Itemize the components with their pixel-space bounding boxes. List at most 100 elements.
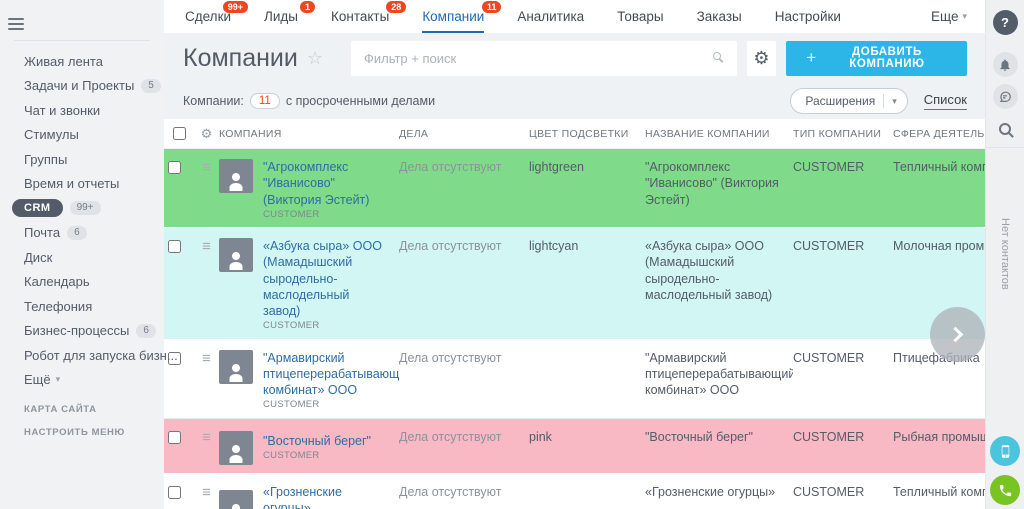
settings-gear-button[interactable]: ⚙ bbox=[746, 40, 777, 76]
activity-text: Дела отсутствуют bbox=[399, 429, 502, 444]
notifications-button[interactable] bbox=[992, 52, 1018, 77]
select-all-checkbox[interactable] bbox=[172, 127, 186, 140]
row-checkbox[interactable] bbox=[167, 351, 181, 365]
sidebar-item-business-processes[interactable]: Бизнес-процессы 6 bbox=[24, 319, 164, 344]
table-header: ⚙ КОМПАНИЯ ДЕЛА ЦВЕТ ПОДСВЕТКИ НАЗВАНИЕ … bbox=[164, 119, 985, 149]
search-icon[interactable] bbox=[712, 51, 721, 60]
person-icon bbox=[229, 363, 243, 382]
table-row[interactable]: ≡ "Восточный берег" CUSTOMER Дела отсутст… bbox=[164, 418, 985, 474]
call-button[interactable] bbox=[990, 475, 1020, 505]
drag-handle-icon[interactable]: ≡ bbox=[202, 349, 211, 367]
highlight-color-cell bbox=[529, 340, 645, 418]
row-checkbox[interactable] bbox=[167, 161, 181, 174]
company-type-label: CUSTOMER bbox=[263, 399, 320, 411]
row-checkbox[interactable] bbox=[167, 240, 181, 254]
person-icon bbox=[229, 252, 243, 271]
counter-label: Компании: bbox=[183, 94, 244, 108]
sidebar-item-chat-calls[interactable]: Чат и звонки bbox=[24, 102, 101, 118]
list-subheader: Компании: 11 с просроченными делами Расш… bbox=[164, 83, 985, 119]
right-toolbar: ? Нет контактов bbox=[985, 0, 1024, 509]
table-row[interactable]: ≡ "Агрокомплекс "Иванисово" (Виктория Эс… bbox=[164, 149, 985, 229]
menu-toggle-icon[interactable] bbox=[0, 0, 30, 30]
column-header-company-type[interactable]: ТИП КОМПАНИИ bbox=[793, 127, 882, 140]
table-row[interactable]: ≡ «Азбука сыра» ООО (Мамадышский сыродел… bbox=[164, 228, 985, 340]
sidebar-item-tasks[interactable]: Задачи и Проекты 5 bbox=[24, 74, 164, 99]
column-header-company[interactable]: КОМПАНИЯ bbox=[219, 127, 282, 140]
drag-handle-icon[interactable]: ≡ bbox=[202, 238, 211, 256]
row-checkbox[interactable] bbox=[167, 485, 181, 499]
divider bbox=[883, 94, 885, 108]
company-type-cell: CUSTOMER bbox=[793, 429, 865, 444]
configure-menu-link[interactable]: НАСТРОИТЬ МЕНЮ bbox=[24, 427, 125, 438]
tab-companies[interactable]: Компании 11 bbox=[422, 0, 502, 33]
plus-icon: + bbox=[806, 48, 817, 67]
messenger-button[interactable] bbox=[992, 84, 1018, 109]
counter-badge: 6 bbox=[67, 225, 87, 240]
sidebar-item-calendar[interactable]: Календарь bbox=[24, 274, 90, 290]
tab-deals[interactable]: Сделки 99+ bbox=[185, 0, 249, 33]
global-search-icon[interactable] bbox=[999, 123, 1011, 135]
column-header-activities[interactable]: ДЕЛА bbox=[399, 127, 429, 140]
sidebar-item-more[interactable]: Ещё ▾ bbox=[24, 372, 61, 388]
chevron-down-icon: ▾ bbox=[962, 11, 967, 21]
tab-more[interactable]: Еще ▾ bbox=[931, 9, 967, 24]
sidebar-item-groups[interactable]: Группы bbox=[24, 151, 68, 167]
highlight-color-cell bbox=[529, 474, 645, 509]
mobile-app-button[interactable] bbox=[990, 436, 1020, 466]
extensions-button[interactable]: Расширения ▾ bbox=[790, 88, 908, 114]
question-icon: ? bbox=[1001, 15, 1009, 30]
company-link[interactable]: "Армавирский птицеперерабатывающий комби… bbox=[263, 350, 399, 398]
counter-badge: 28 bbox=[386, 1, 407, 13]
columns-gear-icon[interactable]: ⚙ bbox=[200, 125, 213, 141]
tab-analytics[interactable]: Аналитика bbox=[517, 9, 585, 24]
chevron-down-icon: ▾ bbox=[892, 95, 897, 106]
company-avatar bbox=[219, 159, 253, 193]
company-avatar bbox=[219, 489, 253, 509]
table-row[interactable]: ≡ «Грозненские огурцы» CUSTOMER Дела отсу… bbox=[164, 474, 985, 509]
industry-cell: Молочная промышленность bbox=[893, 239, 985, 254]
tab-settings[interactable]: Настройки bbox=[774, 9, 841, 24]
table-row[interactable]: ≡ "Армавирский птицеперерабатывающий ком… bbox=[164, 340, 985, 419]
tab-products[interactable]: Товары bbox=[617, 9, 664, 24]
bell-icon bbox=[1000, 58, 1010, 71]
scroll-right-button[interactable] bbox=[930, 307, 985, 362]
tab-orders[interactable]: Заказы bbox=[696, 9, 742, 24]
sitemap-link[interactable]: КАРТА САЙТА bbox=[24, 404, 97, 415]
company-type-cell: CUSTOMER bbox=[793, 350, 865, 365]
counter-badge: 1 bbox=[299, 1, 315, 13]
counter-badge: 6 bbox=[136, 323, 156, 338]
sidebar-item-crm[interactable]: CRM 99+ bbox=[12, 196, 164, 221]
activity-text: Дела отсутствуют bbox=[399, 484, 502, 499]
favorite-star-icon[interactable]: ☆ bbox=[306, 47, 323, 68]
company-link[interactable]: «Азбука сыра» ООО (Мамадышский сыродельн… bbox=[263, 239, 382, 319]
column-header-company-name[interactable]: НАЗВАНИЕ КОМПАНИИ bbox=[645, 127, 770, 140]
column-header-highlight-color[interactable]: ЦВЕТ ПОДСВЕТКИ bbox=[529, 127, 629, 140]
activity-text: Дела отсутствуют bbox=[399, 239, 502, 254]
tab-contacts[interactable]: Контакты 28 bbox=[331, 0, 407, 33]
column-header-industry[interactable]: СФЕРА ДЕЯТЕЛЬНОСТИ bbox=[893, 127, 985, 140]
search-input[interactable] bbox=[350, 40, 737, 76]
sidebar-item-time-reports[interactable]: Время и отчеты bbox=[24, 176, 120, 192]
overdue-counter-badge[interactable]: 11 bbox=[249, 93, 280, 109]
company-link[interactable]: "Восточный берег" bbox=[263, 433, 371, 448]
add-company-button[interactable]: + ДОБАВИТЬ КОМПАНИЮ bbox=[786, 40, 967, 76]
sidebar: Живая лента Задачи и Проекты 5 Чат и звон… bbox=[0, 0, 178, 509]
sidebar-item-drive[interactable]: Диск bbox=[24, 249, 53, 265]
drag-handle-icon[interactable]: ≡ bbox=[202, 483, 211, 501]
sidebar-item-incentives[interactable]: Стимулы bbox=[24, 127, 79, 143]
row-checkbox[interactable] bbox=[167, 430, 181, 444]
sidebar-item-telephony[interactable]: Телефония bbox=[24, 298, 93, 314]
company-link[interactable]: "Агрокомплекс "Иванисово" (Виктория Эсте… bbox=[263, 160, 370, 207]
counter-badge: 99+ bbox=[69, 201, 101, 216]
help-button[interactable]: ? bbox=[992, 10, 1018, 35]
sidebar-item-live-feed[interactable]: Живая лента bbox=[24, 53, 103, 69]
sidebar-item-robot[interactable]: Робот для запуска бизн... bbox=[24, 347, 178, 363]
sidebar-item-mail[interactable]: Почта 6 bbox=[24, 221, 164, 246]
drag-handle-icon[interactable]: ≡ bbox=[202, 428, 211, 446]
view-switcher-list[interactable]: Список bbox=[923, 92, 967, 110]
tab-leads[interactable]: Лиды 1 bbox=[264, 0, 315, 33]
chevron-down-icon: ▾ bbox=[55, 374, 61, 385]
company-link[interactable]: «Грозненские огурцы» bbox=[263, 484, 342, 509]
drag-handle-icon[interactable]: ≡ bbox=[202, 159, 211, 176]
filter-search-box bbox=[350, 40, 737, 76]
